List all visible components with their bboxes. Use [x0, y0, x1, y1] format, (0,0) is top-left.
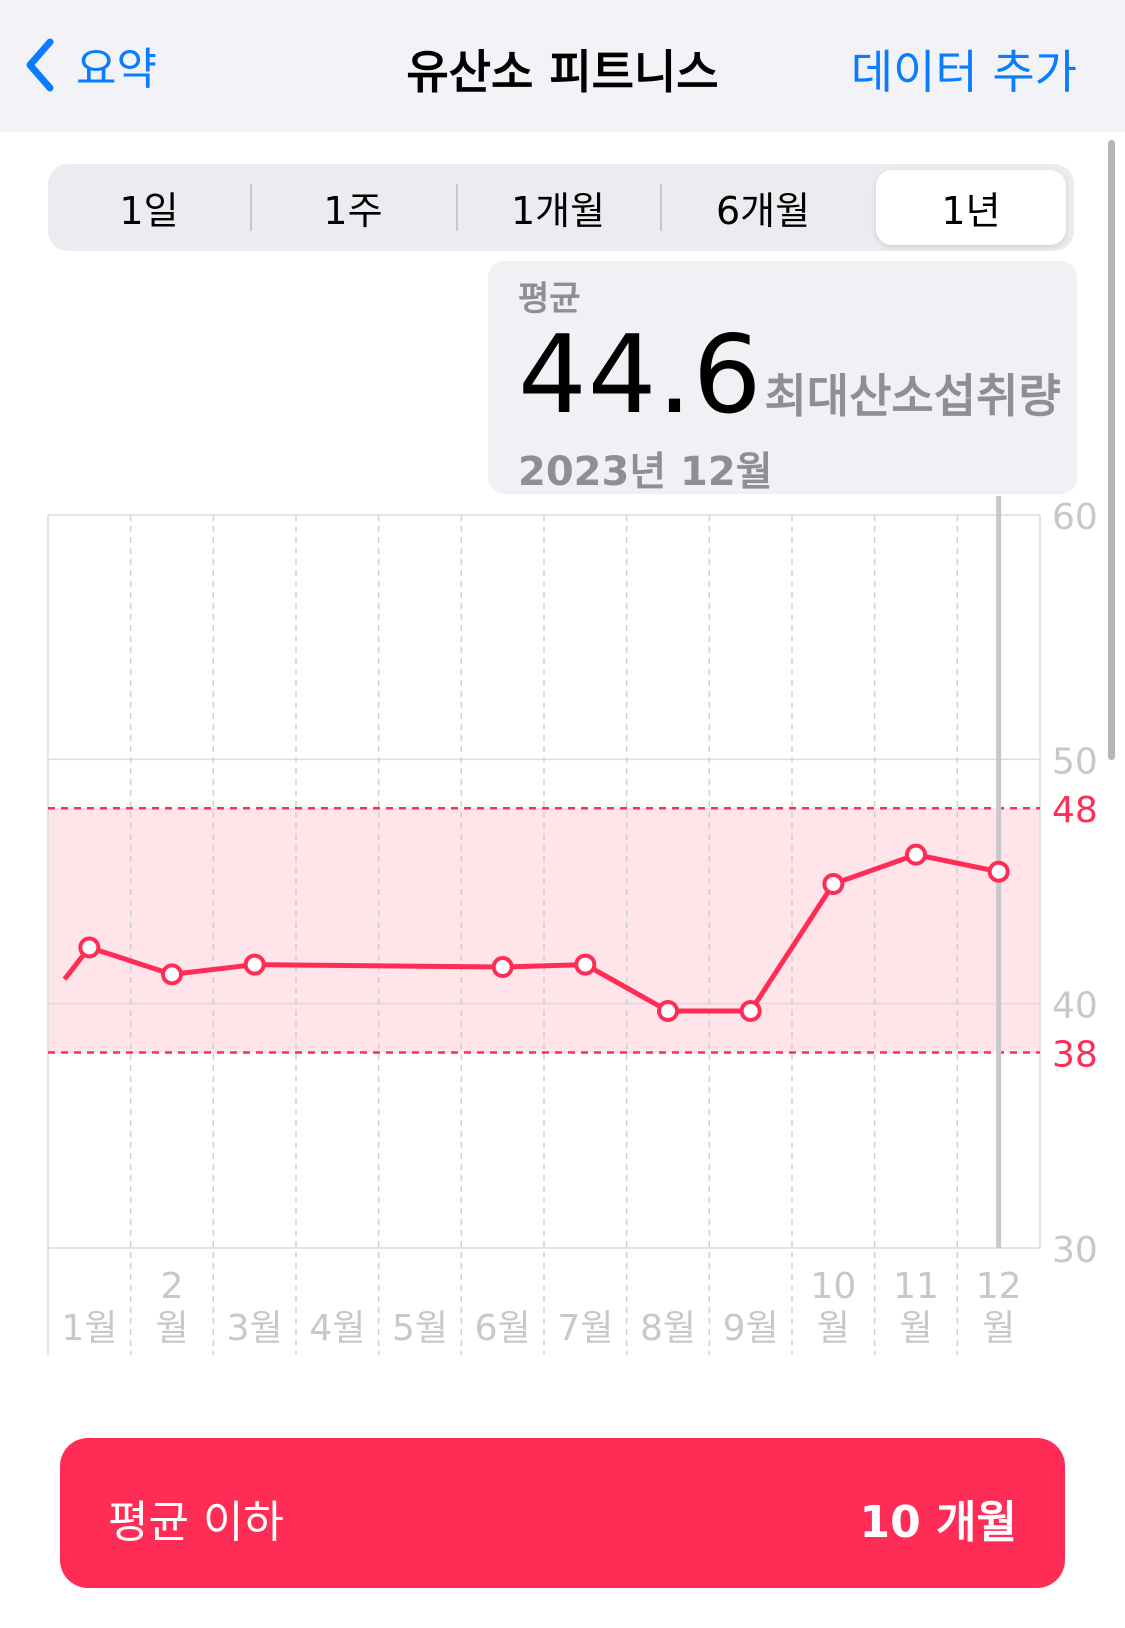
add-data-button[interactable]: 데이터 추가	[850, 45, 1077, 99]
segment-divider	[456, 184, 458, 231]
x-tick-label: 1월	[61, 1308, 117, 1349]
x-tick-label: 월	[155, 1308, 188, 1349]
back-label: 요약	[76, 44, 157, 95]
data-point	[739, 999, 762, 1022]
data-point	[905, 843, 927, 866]
x-tick-label: 월	[982, 1308, 1015, 1349]
data-point	[161, 963, 183, 986]
data-point	[822, 872, 845, 895]
data-point	[243, 953, 266, 976]
x-tick-label: 6월	[475, 1308, 531, 1349]
x-tick-label: 3월	[227, 1308, 283, 1349]
x-tick-label: 2	[161, 1266, 184, 1307]
data-point	[491, 956, 514, 979]
segment-6-months[interactable]: 6개월	[715, 189, 811, 233]
x-tick-label: 4월	[309, 1308, 365, 1349]
chevron-left-icon	[26, 38, 54, 92]
data-point	[574, 953, 597, 976]
below-average-label: 평균 이하	[108, 1497, 284, 1548]
average-value: 44.6	[518, 313, 763, 438]
average-period: 2023년 12월	[518, 449, 773, 495]
below-average-value: 10 개월	[859, 1497, 1017, 1548]
segment-1-month[interactable]: 1개월	[510, 189, 606, 233]
x-tick-label: 월	[899, 1308, 932, 1349]
page-title: 유산소 피트니스	[406, 45, 719, 99]
y-tick-label: 30	[1052, 1230, 1098, 1271]
segment-1-day[interactable]: 1일	[119, 189, 179, 233]
scrollbar[interactable]	[1108, 140, 1115, 760]
average-value-row: 44.6 최대산소섭취량	[518, 313, 1061, 438]
x-tick-label: 10	[810, 1266, 856, 1307]
x-tick-label: 8월	[640, 1308, 696, 1349]
navigation-bar: 요약 유산소 피트니스 데이터 추가	[0, 0, 1125, 132]
segment-divider	[250, 184, 252, 231]
segment-divider	[660, 184, 662, 231]
average-label: 평균	[518, 279, 581, 319]
data-point	[657, 999, 679, 1022]
segment-1-year[interactable]: 1년	[876, 170, 1066, 245]
x-tick-label: 11	[893, 1266, 939, 1307]
average-unit: 최대산소섭취량	[764, 369, 1061, 423]
back-button[interactable]: 요약	[22, 30, 157, 100]
x-tick-label: 12	[976, 1266, 1022, 1307]
range-high-label: 48	[1052, 790, 1098, 831]
range-low-label: 38	[1052, 1035, 1098, 1076]
time-range-selector: 1일 1주 1개월 6개월 1년	[48, 164, 1074, 251]
x-tick-label: 9월	[723, 1308, 779, 1349]
average-summary-card: 평균 44.6 최대산소섭취량 2023년 12월	[488, 261, 1077, 495]
data-point	[987, 860, 1010, 883]
y-tick-label: 50	[1052, 741, 1098, 782]
y-tick-label: 40	[1052, 986, 1098, 1027]
x-tick-label: 7월	[557, 1308, 613, 1349]
x-tick-label: 월	[817, 1308, 850, 1349]
data-point	[78, 936, 101, 959]
below-average-card[interactable]: 평균 이하 10 개월	[60, 1438, 1065, 1588]
x-tick-label: 5월	[392, 1308, 448, 1349]
segment-1-week[interactable]: 1주	[323, 189, 383, 233]
y-tick-label: 60	[1052, 497, 1098, 538]
